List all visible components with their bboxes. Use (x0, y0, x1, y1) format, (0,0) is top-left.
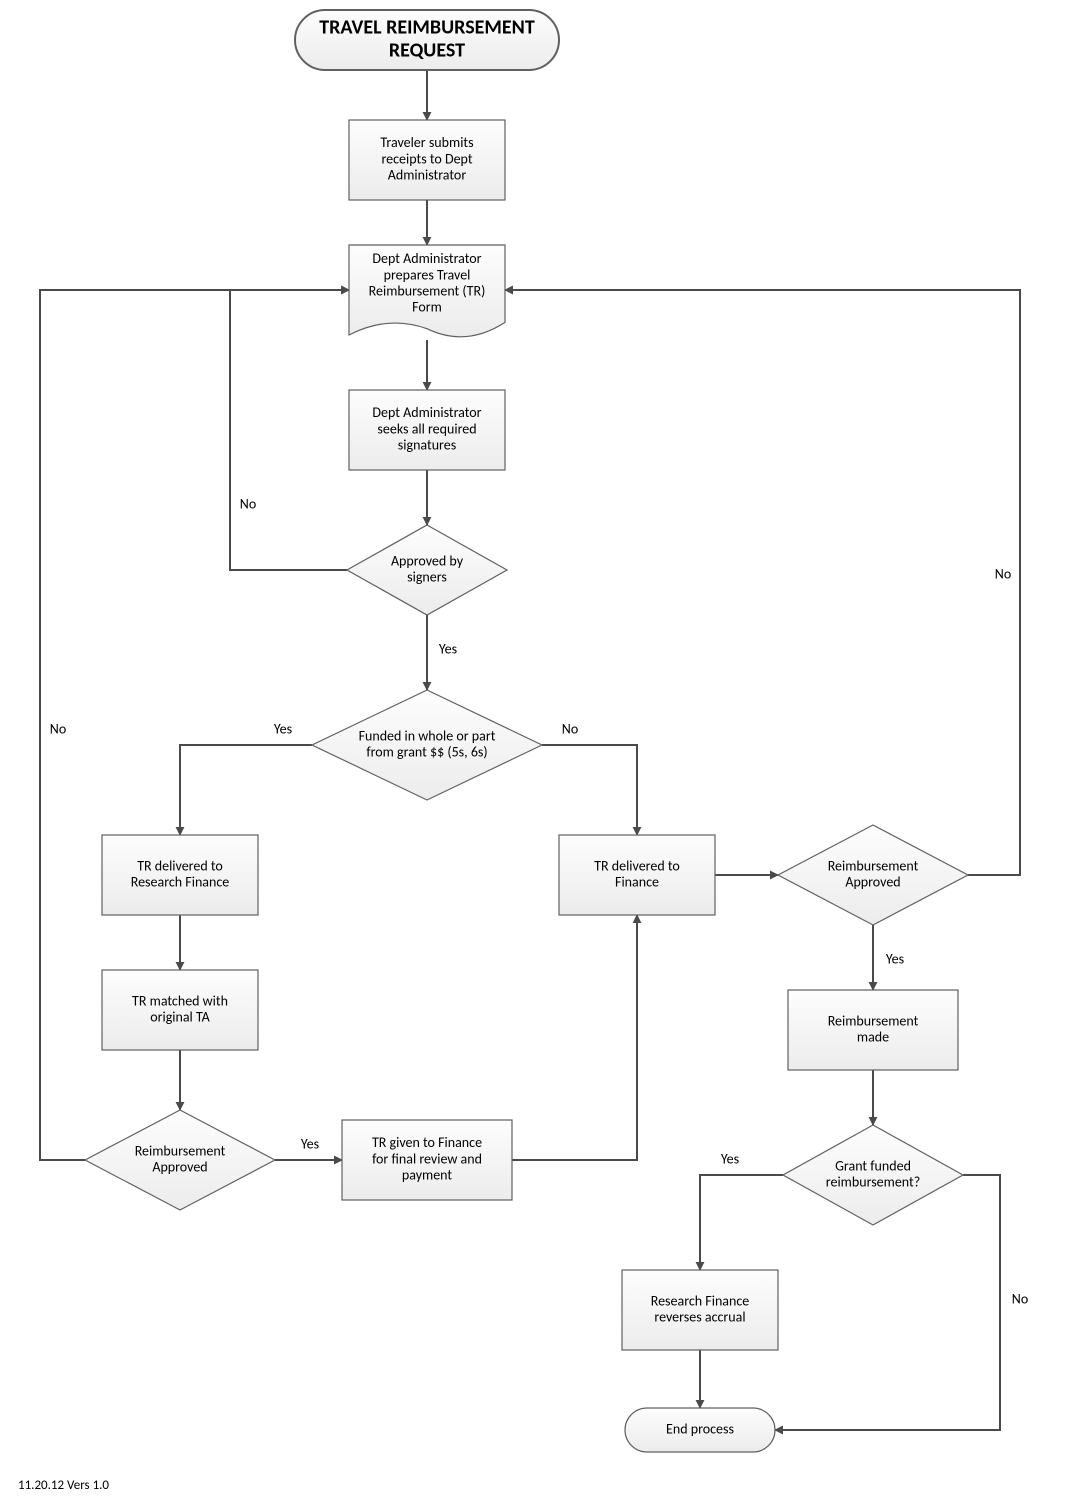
edge-trgiven-trfin (512, 915, 637, 1160)
node-reimapp1: ReimbursementApproved (85, 1110, 275, 1210)
node-reimmade-line0: Reimbursement (828, 1012, 919, 1029)
edge-label-approved-prepare: No (240, 495, 256, 512)
node-prepare-line3: Form (412, 298, 442, 315)
edge-funded-trfin (542, 745, 637, 835)
edge-label-reimapp1-prepare: No (50, 720, 66, 737)
node-reverse-line1: reverses accrual (654, 1308, 745, 1325)
node-title-line1: REQUEST (389, 38, 465, 62)
node-prepare: Dept Administratorprepares TravelReimbur… (349, 245, 505, 337)
node-approved-line1: signers (407, 568, 447, 585)
node-submit-line2: Administrator (388, 166, 467, 183)
node-reimmade: Reimbursementmade (788, 990, 958, 1070)
node-trgiven: TR given to Financefor final review andp… (342, 1120, 512, 1200)
node-trfin-line0: TR delivered to (594, 857, 680, 874)
node-match-line1: original TA (150, 1008, 210, 1025)
node-match: TR matched withoriginal TA (102, 970, 258, 1050)
node-reverse: Research Financereverses accrual (622, 1270, 778, 1350)
node-reimapp1-line1: Approved (152, 1158, 207, 1175)
node-reimapp2-line1: Approved (845, 873, 900, 890)
node-submit: Traveler submitsreceipts to DeptAdminist… (349, 120, 505, 200)
edge-label-reimapp2-reimmade: Yes (886, 950, 904, 967)
node-seek-line2: signatures (398, 436, 456, 453)
node-reimapp2: ReimbursementApproved (778, 825, 968, 925)
edge-label-approved-funded: Yes (439, 640, 457, 657)
node-submit-line0: Traveler submits (380, 134, 473, 151)
edge-label-grantq-end: No (1012, 1290, 1028, 1307)
node-prepare-line2: Reimbursement (TR) (369, 282, 486, 299)
node-reimapp2-line0: Reimbursement (828, 857, 919, 874)
node-submit-line1: receipts to Dept (381, 150, 472, 167)
node-end-line0: End process (666, 1420, 734, 1437)
edge-reimapp2-prepare (505, 290, 1020, 875)
node-funded-line1: from grant $$ (5s, 6s) (366, 743, 487, 760)
edge-label-reimapp1-trgiven: Yes (301, 1135, 319, 1152)
node-seek-line0: Dept Administrator (372, 404, 481, 421)
edge-grantq-reverse (700, 1175, 783, 1270)
node-reimapp1-line0: Reimbursement (135, 1142, 226, 1159)
node-reimmade-line1: made (857, 1028, 889, 1045)
node-trfin: TR delivered toFinance (559, 835, 715, 915)
node-reverse-line0: Research Finance (651, 1292, 750, 1309)
node-trfin-line1: Finance (615, 873, 659, 890)
node-prepare-line1: prepares Travel (384, 266, 471, 283)
node-end: End process (625, 1408, 775, 1452)
node-funded: Funded in whole or partfrom grant $$ (5s… (312, 690, 542, 800)
node-trres-line0: TR delivered to (137, 857, 223, 874)
node-seek-line1: seeks all required (377, 420, 476, 437)
edge-approved-prepare (230, 290, 349, 570)
node-grantq: Grant fundedreimbursement? (783, 1125, 963, 1225)
node-grantq-line0: Grant funded (835, 1157, 911, 1174)
node-trres: TR delivered toResearch Finance (102, 835, 258, 915)
node-match-line0: TR matched with (132, 992, 228, 1009)
node-title: TRAVEL REIMBURSEMENTREQUEST (295, 10, 559, 70)
edge-label-funded-trfin: No (562, 720, 578, 737)
node-approved: Approved bysigners (347, 525, 507, 615)
node-trres-line1: Research Finance (131, 873, 230, 890)
node-prepare-line0: Dept Administrator (372, 250, 481, 267)
edge-label-grantq-reverse: Yes (721, 1150, 739, 1167)
node-seek: Dept Administratorseeks all requiredsign… (349, 390, 505, 470)
node-grantq-line1: reimbursement? (826, 1173, 920, 1190)
edge-label-reimapp2-prepare: No (995, 565, 1011, 582)
node-title-line0: TRAVEL REIMBURSEMENT (319, 15, 535, 39)
node-trgiven-line1: for final review and (372, 1150, 482, 1167)
flowchart-canvas: Yes No Yes No Yes No Yes No Yes No TRAVEL REIMBURS… (0, 0, 1073, 1507)
edge-label-funded-trres: Yes (274, 720, 292, 737)
node-trgiven-line0: TR given to Finance (372, 1134, 482, 1151)
node-trgiven-line2: payment (402, 1166, 453, 1183)
node-funded-line0: Funded in whole or part (359, 727, 496, 744)
node-approved-line0: Approved by (391, 552, 464, 569)
edge-funded-trres (180, 745, 312, 835)
version-footer: 11.20.12 Vers 1.0 (18, 1478, 109, 1493)
